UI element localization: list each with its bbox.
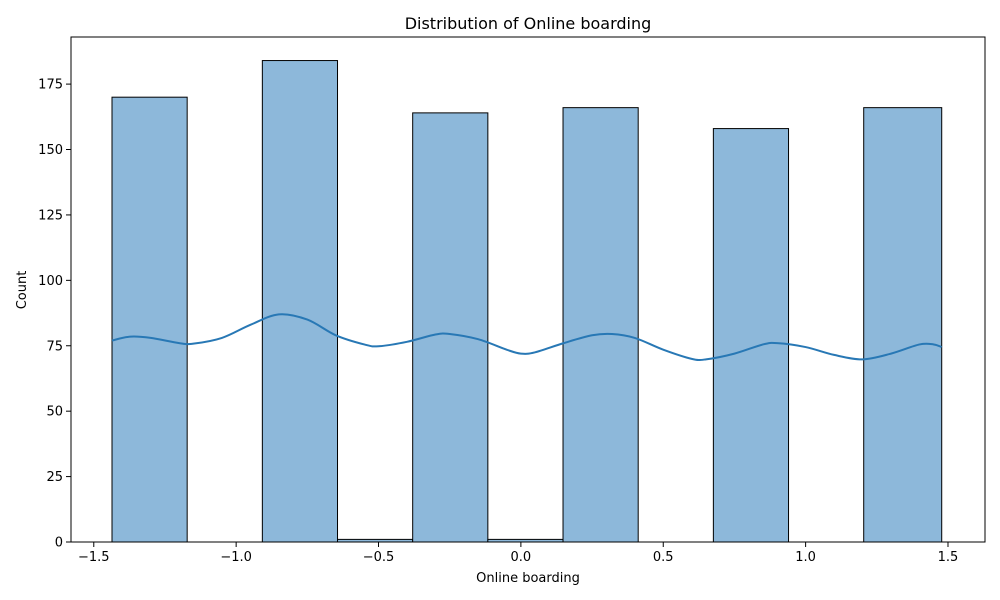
y-axis-label: Count: [15, 271, 30, 310]
x-tick-label: 1.0: [795, 550, 816, 565]
histogram-bar-8: [712, 128, 790, 543]
y-tick-label: 50: [46, 405, 63, 420]
y-tick-label: 0: [55, 536, 63, 551]
plot-area-frame: [70, 36, 986, 543]
histogram-bar-2: [261, 60, 339, 543]
y-tick-label: 150: [38, 143, 63, 158]
x-axis-label: Online boarding: [476, 571, 580, 586]
histogram-bar-10: [863, 107, 943, 543]
x-tick-label: 0.0: [511, 550, 532, 565]
x-tick-label: −0.5: [363, 550, 395, 565]
y-tick-label: 125: [38, 208, 63, 223]
y-axis-ticks: 0 25 50 75 100 125 150 175: [38, 78, 71, 551]
chart-title: Distribution of Online boarding: [405, 14, 652, 33]
x-tick-label: 0.5: [653, 550, 674, 565]
x-tick-label: −1.5: [78, 550, 110, 565]
y-tick-label: 25: [46, 470, 63, 485]
histogram-bar-6: [562, 107, 639, 543]
histogram-bar-4: [412, 112, 489, 543]
histogram-bar-0: [111, 96, 188, 543]
bars-group: [111, 60, 943, 543]
x-tick-label: −1.0: [220, 550, 252, 565]
y-tick-label: 75: [46, 339, 63, 354]
x-tick-label: 1.5: [938, 550, 959, 565]
y-tick-label: 175: [38, 78, 63, 93]
x-axis-ticks: −1.5 −1.0 −0.5 0.0 0.5 1.0 1.5: [78, 542, 958, 565]
kde-curve: [111, 313, 943, 362]
y-tick-label: 100: [38, 274, 63, 289]
